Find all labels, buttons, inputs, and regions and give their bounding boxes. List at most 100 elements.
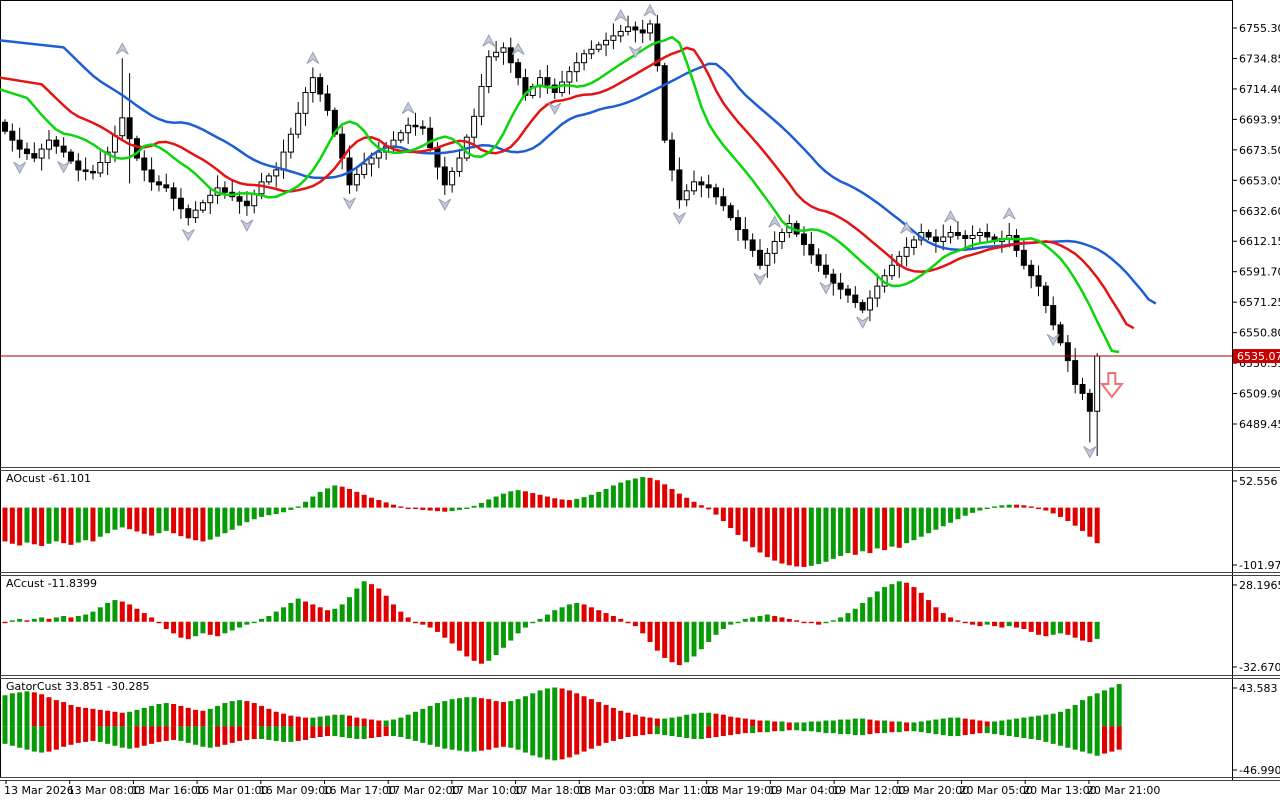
candle-bull [251,193,258,207]
fractal-down-icon [181,228,195,242]
hist-bar [1058,711,1064,727]
hist-bar [361,718,367,727]
fractal-up-icon [511,42,525,55]
hist-bar [977,621,983,627]
hist-bar [156,507,162,534]
candle-bear [1042,285,1049,307]
hist-bar [281,726,287,742]
hist-bar [266,708,272,727]
hist-bar [1094,693,1100,727]
hist-bar [588,607,594,622]
indicator-scale-accelerator-oscillator: 28.1965 -32.6706 [1232,579,1280,674]
hist-bar [955,726,961,737]
hist-bar [926,507,932,534]
hist-bar [669,717,675,727]
hist-bar [9,620,15,622]
hist-bar [471,726,477,752]
fractal-up-icon [768,215,782,228]
fractal-down-icon [57,161,71,174]
hist-bar [1014,726,1020,738]
hist-bar [566,500,572,508]
hist-bar [244,701,250,727]
hist-bar [676,621,682,666]
hist-bar [1109,687,1115,727]
candles-layer [2,15,1101,456]
hist-bar [281,607,287,622]
candle-bear [735,217,741,231]
hist-bar [1043,714,1049,727]
candle-bear [67,151,74,162]
hist-bar [735,717,741,727]
hist-bar [933,726,939,735]
hist-bar [1036,715,1042,727]
candle-bear [1057,324,1064,344]
hist-bar [1087,726,1093,754]
hist-bar [420,708,426,727]
hist-bar [698,505,704,508]
hist-bar [347,715,353,727]
hist-bar [361,494,367,508]
hist-bar [713,621,719,635]
hist-bar [537,618,543,622]
hist-bar [390,604,396,622]
hist-bar [1021,621,1027,629]
hist-bar [339,726,345,738]
time-label: 16 Mar 09:00 [259,784,332,797]
hist-bar [171,621,177,634]
hist-bar [383,726,389,737]
price-label: 6673.50 [1239,144,1280,157]
accelerator-oscillator-panel [2,581,1100,666]
candle-bull [581,53,588,64]
candle-bull [771,240,778,254]
price-label: 6509.90 [1239,388,1280,401]
hist-bar [1109,726,1115,752]
hist-bar [537,690,543,727]
time-label: 17 Mar 18:00 [514,784,587,797]
hist-bar [376,588,382,622]
hist-bar [1028,621,1034,632]
hist-bar [992,726,998,735]
hist-bar [317,491,323,508]
hist-bar [354,726,360,739]
hist-bar [90,726,96,741]
candle-bear [632,26,639,31]
hist-bar [317,726,323,738]
hist-bar [779,617,785,622]
hist-bar [1014,621,1020,628]
hist-bar [149,507,155,536]
hist-bar [354,717,360,727]
hist-bar [552,610,558,622]
fractal-down-icon [628,46,642,59]
hist-bar [325,488,331,508]
hist-bar [215,705,221,727]
hist-bar [288,602,294,622]
hist-bar [24,507,30,543]
hist-bar [1006,621,1012,627]
hist-bar [486,499,492,508]
hist-bar [1006,504,1012,508]
hist-bar [83,507,89,541]
hist-bar [303,726,309,740]
candle-bear [749,239,756,251]
hist-bar [1006,719,1012,727]
hist-bar [684,497,690,508]
hist-bar [39,617,45,622]
candle-bull [625,26,632,32]
candle-bear [221,187,228,193]
hist-bar [720,621,726,629]
hist-bar [119,601,125,622]
hist-bar [684,621,690,663]
candle-bear [9,130,16,141]
hist-bar [383,595,389,622]
hist-bar [713,726,719,738]
candle-bear [698,181,705,186]
candle-bull [199,202,206,211]
hist-bar [281,507,287,513]
hist-bar [222,621,228,634]
hist-bar [97,607,103,622]
awesome-oscillator-panel [2,477,1100,567]
hist-bar [310,604,316,622]
hist-bar [530,726,536,756]
hist-bar [2,695,8,727]
